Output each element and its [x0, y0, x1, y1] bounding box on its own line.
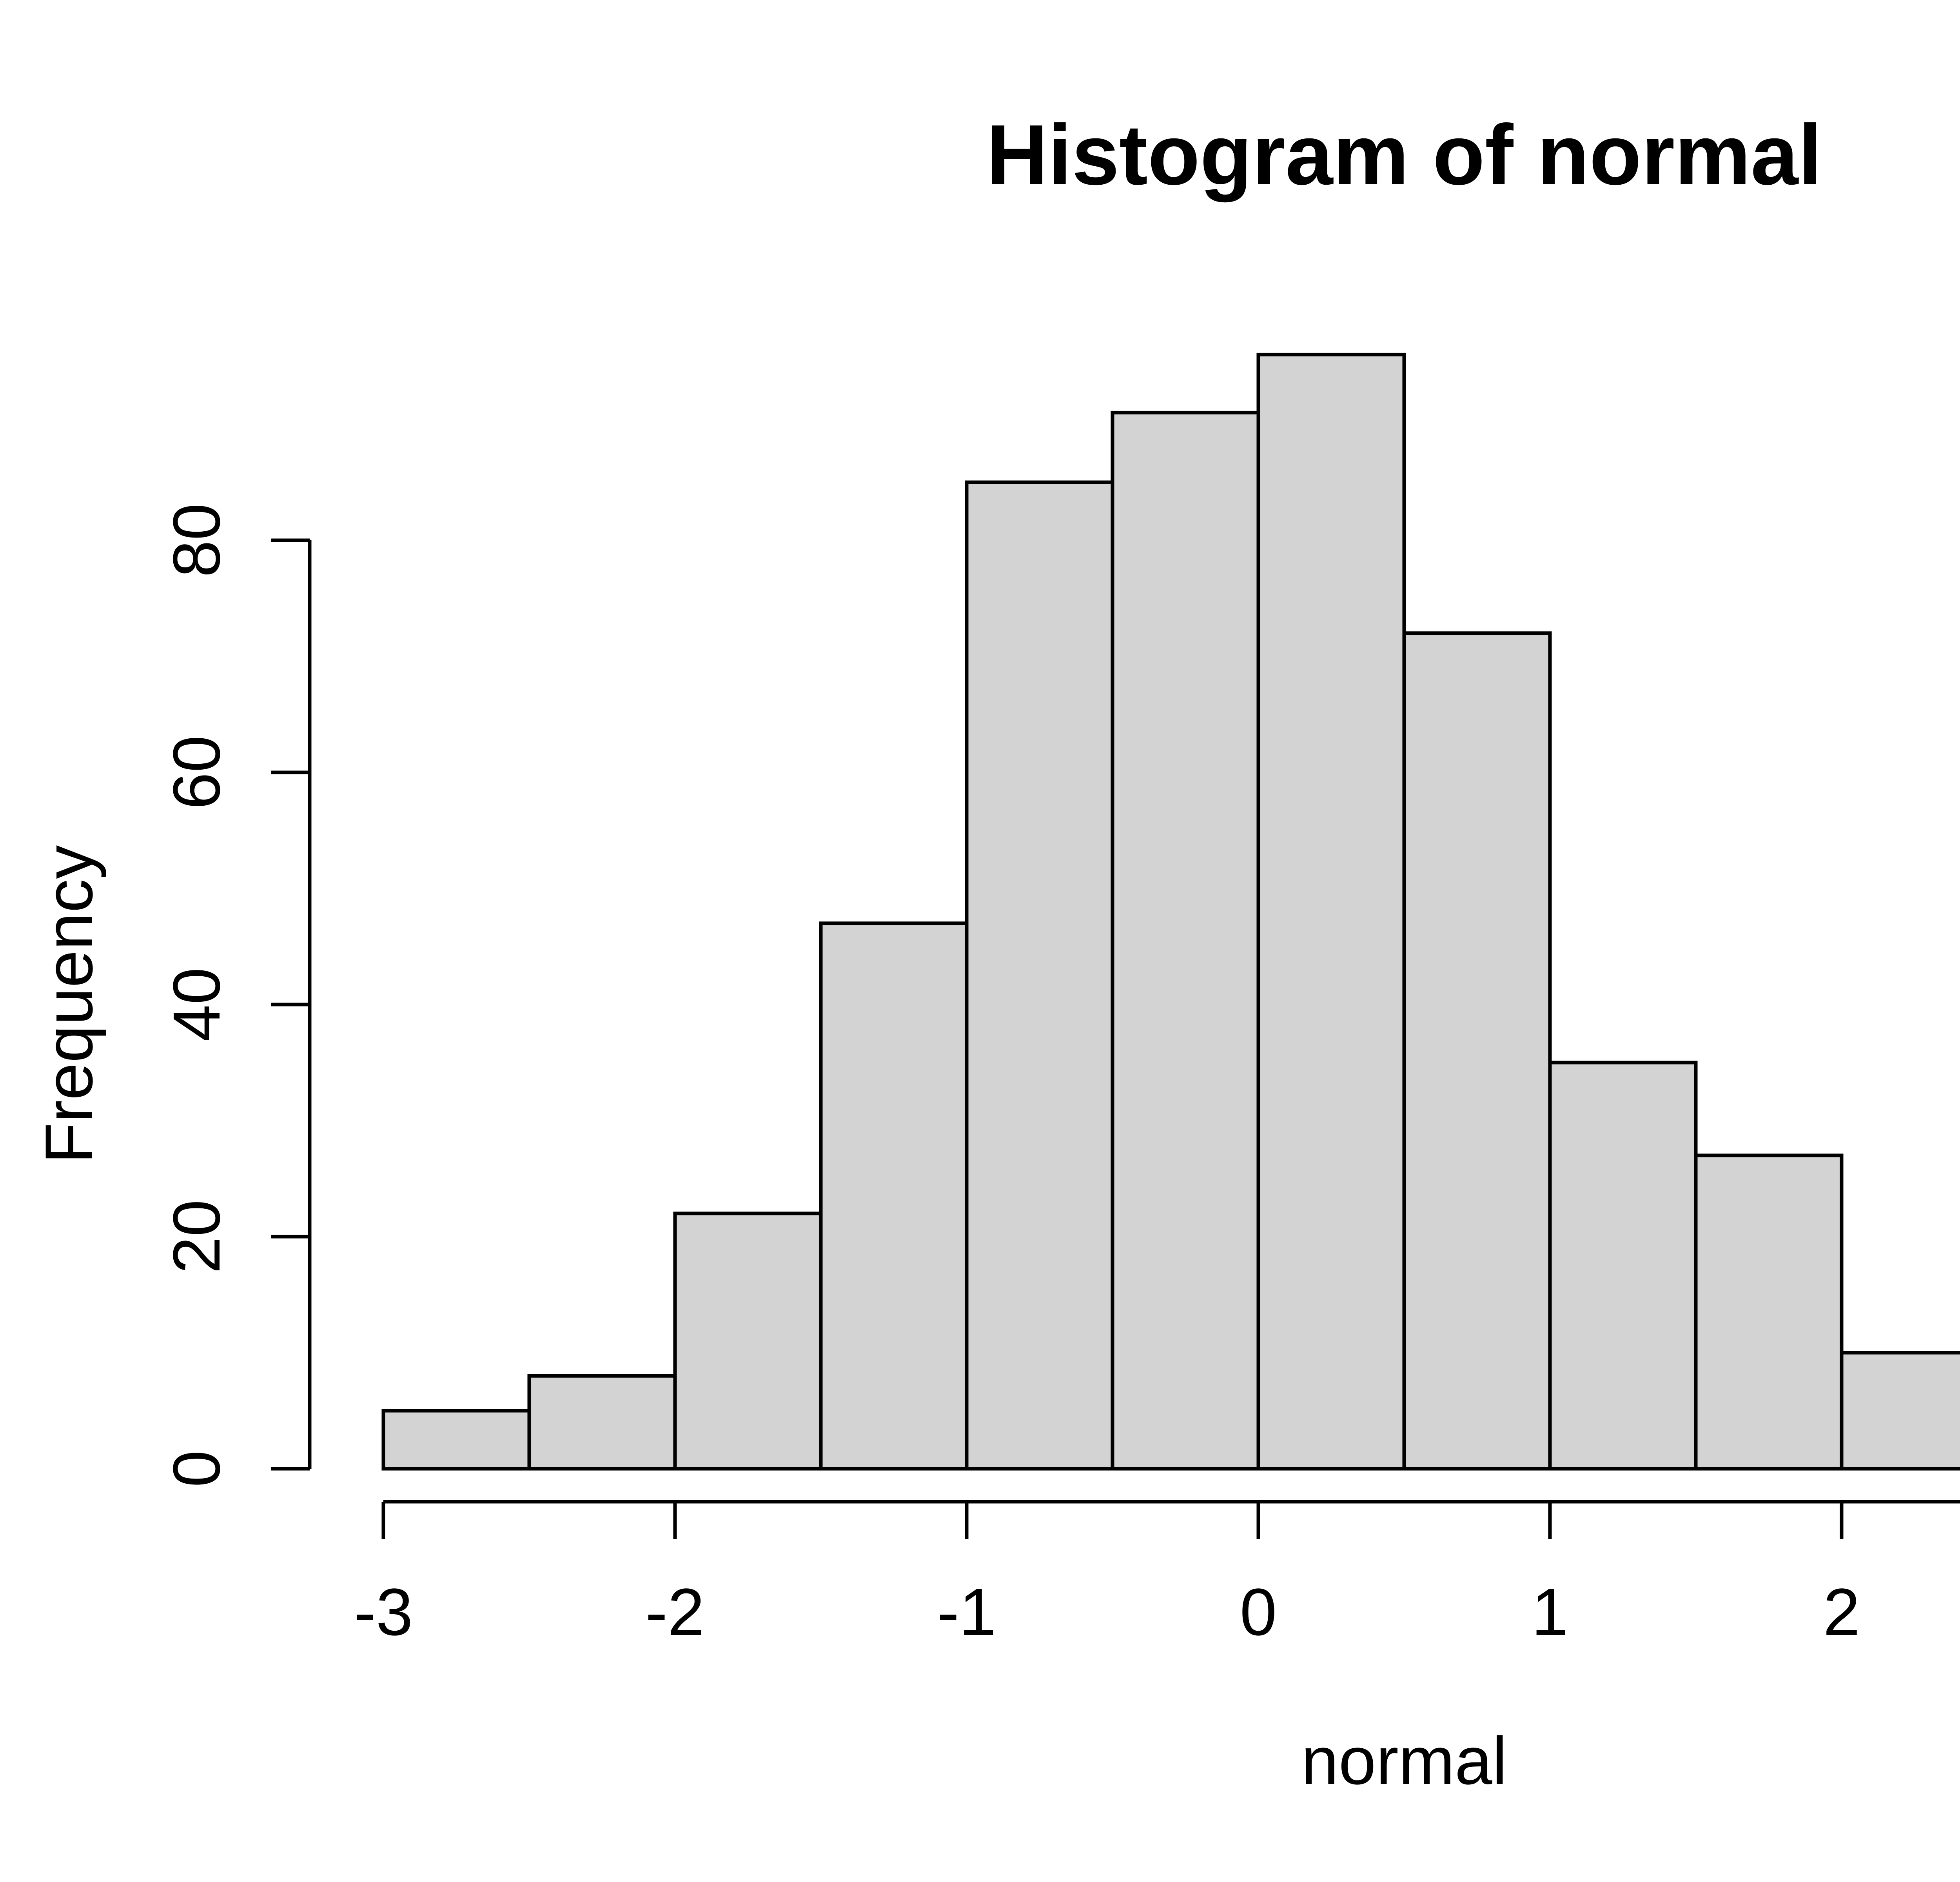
- x-tick-label: -3: [354, 1575, 413, 1649]
- x-tick-label: -1: [937, 1575, 996, 1649]
- histogram-bar: [1256, 352, 1406, 1471]
- histogram-bar: [1840, 1351, 1960, 1471]
- y-axis-label: Frequency: [31, 845, 107, 1164]
- y-tick-label: 0: [160, 1450, 234, 1488]
- x-tick-label: 0: [1240, 1575, 1277, 1649]
- x-tick-label: 1: [1532, 1575, 1569, 1649]
- x-tick-label: -2: [645, 1575, 704, 1649]
- y-axis: 0 20 40 60 80: [160, 503, 312, 1488]
- x-axis: -3-2-101234: [354, 1500, 1960, 1649]
- histogram-bar: [381, 1409, 531, 1471]
- histogram-bar: [1402, 631, 1552, 1471]
- chart-title: Histogram of normal: [986, 107, 1822, 203]
- histogram-bar: [965, 480, 1114, 1471]
- x-tick-label: 2: [1823, 1575, 1860, 1649]
- histogram-bar: [527, 1374, 677, 1471]
- y-tick-label: 40: [160, 967, 234, 1041]
- y-tick-label: 20: [160, 1199, 234, 1273]
- histogram-bar: [1111, 411, 1260, 1471]
- histogram-bar: [1694, 1154, 1844, 1471]
- histogram-bar: [1548, 1061, 1698, 1471]
- histogram-bar: [673, 1212, 823, 1471]
- x-axis-label: normal: [1301, 1723, 1507, 1798]
- bars-group: [381, 352, 1960, 1471]
- histogram-bar: [819, 921, 969, 1471]
- y-tick-label: 80: [160, 503, 234, 577]
- y-tick-label: 60: [160, 735, 234, 809]
